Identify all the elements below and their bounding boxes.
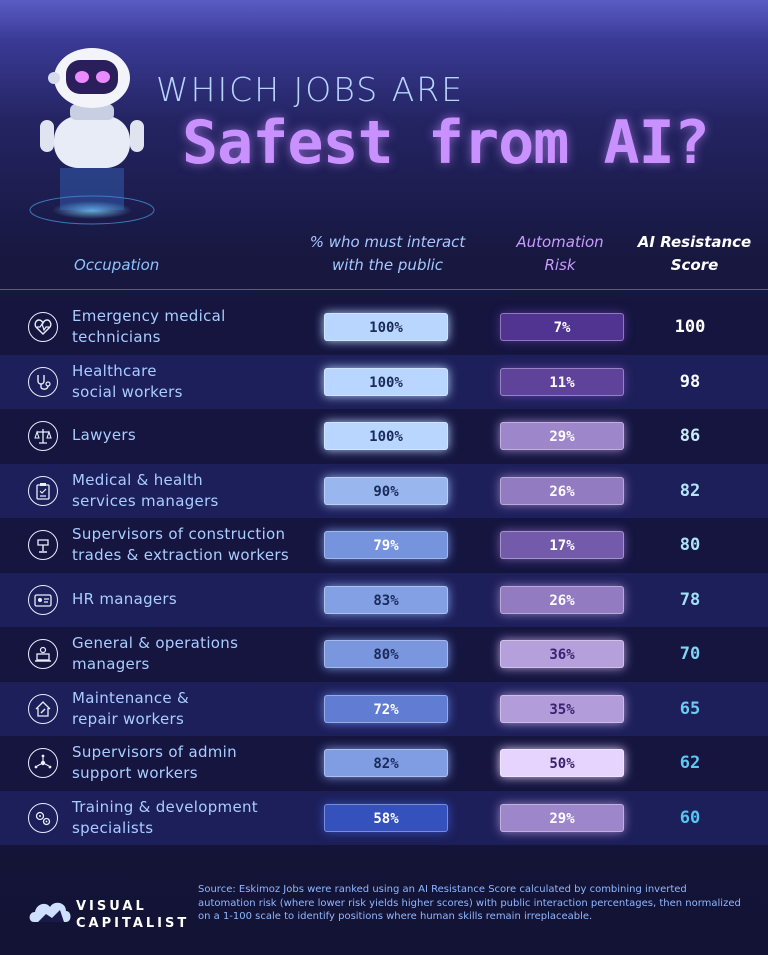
ai-resistance-score: 78 xyxy=(679,589,701,610)
automation-risk-value: 36% xyxy=(500,640,624,668)
automation-risk-value: 29% xyxy=(500,422,624,450)
automation-risk-value: 29% xyxy=(500,803,624,832)
occupation-line1: Medical & health xyxy=(72,470,203,489)
automation-risk-value: 50% xyxy=(500,749,624,777)
automation-risk-value: 7% xyxy=(500,313,624,341)
logo-line1: VISUAL xyxy=(76,899,147,914)
logo-line2: CAPITALIST xyxy=(76,916,190,931)
source-note: Source: Eskimoz Jobs were ranked using a… xyxy=(198,884,741,922)
automation-risk-value: 26% xyxy=(500,476,624,505)
occupation-line2: social workers xyxy=(72,382,183,401)
header-public-line1: % who must interact xyxy=(309,233,466,251)
table-row: Maintenance & repair workers 72% 35% 65 xyxy=(0,681,768,736)
header-score: AI Resistance Score xyxy=(632,231,757,277)
occupation-line2: support workers xyxy=(72,764,198,782)
occupation-line2: repair workers xyxy=(72,709,185,728)
occupation-label: Supervisors of admin support workers xyxy=(72,742,237,784)
public-interaction-value: 90% xyxy=(324,476,448,505)
occupation-line1: Supervisors of admin xyxy=(72,743,237,761)
header-occupation: Occupation xyxy=(74,256,160,274)
table-row: Training & development specialists 58% 29% 6… xyxy=(0,790,768,845)
public-interaction-value: 80% xyxy=(324,640,448,668)
public-interaction-value: 79% xyxy=(324,531,448,559)
drill-icon xyxy=(28,530,58,560)
ai-resistance-score: 62 xyxy=(679,753,701,773)
automation-risk-value: 26% xyxy=(500,585,624,614)
ai-resistance-score: 86 xyxy=(679,426,701,446)
occupation-label: Training & development specialists xyxy=(72,797,258,839)
stethoscope-icon xyxy=(28,366,58,397)
public-interaction-value: 100% xyxy=(324,313,448,341)
public-interaction-value: 100% xyxy=(324,422,448,450)
occupation-label: HR managers xyxy=(72,589,177,610)
occupation-line1: Healthcare xyxy=(72,361,157,380)
ai-resistance-score: 100 xyxy=(674,317,706,337)
occupation-label: Healthcare social workers xyxy=(72,361,183,403)
occupation-line1: Training & development xyxy=(72,797,258,816)
table-row: General & operations managers 80% 36% 70 xyxy=(0,627,768,681)
ai-resistance-score: 60 xyxy=(679,807,701,828)
automation-risk-value: 17% xyxy=(500,531,624,559)
occupation-line2: technicians xyxy=(72,328,161,346)
id-card-icon xyxy=(28,584,58,615)
ai-resistance-score: 70 xyxy=(679,644,701,664)
occupation-line1: Emergency medical xyxy=(72,307,226,325)
occupation-line1: HR managers xyxy=(72,589,178,608)
header-automation-line1: Automation xyxy=(516,233,604,251)
house-wrench-icon xyxy=(28,693,58,724)
occupation-line2: specialists xyxy=(72,818,154,837)
scales-icon xyxy=(28,421,58,451)
table-row: Lawyers 100% 29% 86 xyxy=(0,409,768,463)
table-row: Emergency medical technicians 100% 7% 100 xyxy=(0,300,768,354)
table-row: HR managers 83% 26% 78 xyxy=(0,572,768,627)
public-interaction-value: 58% xyxy=(324,803,448,832)
occupation-label: Lawyers xyxy=(72,425,136,446)
ai-resistance-score: 80 xyxy=(679,535,701,555)
logo-text: VISUAL CAPITALIST xyxy=(76,898,189,932)
ai-resistance-score: 98 xyxy=(679,371,701,392)
occupation-line2: managers xyxy=(72,655,150,673)
occupation-label: Supervisors of construction trades & extr… xyxy=(72,524,289,566)
table-row: Healthcare social workers 100% 11% 98 xyxy=(0,354,768,409)
table-row: Medical & health services managers 90% 26% 8… xyxy=(0,463,768,518)
header-automation-line2: Risk xyxy=(544,256,576,274)
network-icon xyxy=(28,748,58,778)
heart-pulse-icon xyxy=(28,312,58,342)
header-score-line1: AI Resistance xyxy=(637,233,752,251)
occupation-line2: services managers xyxy=(72,491,219,510)
occupation-label: Emergency medical technicians xyxy=(72,306,226,348)
occupation-label: Medical & health services managers xyxy=(72,470,219,512)
public-interaction-value: 72% xyxy=(324,694,448,723)
automation-risk-value: 11% xyxy=(500,367,624,396)
header-divider xyxy=(0,289,768,290)
public-interaction-value: 100% xyxy=(324,367,448,396)
automation-risk-value: 35% xyxy=(500,694,624,723)
header-public-line2: with the public xyxy=(331,256,444,274)
table-row: Supervisors of admin support workers 82% 50… xyxy=(0,736,768,790)
laptop-user-icon xyxy=(28,639,58,669)
occupation-line1: Supervisors of construction xyxy=(72,525,286,543)
occupation-label: Maintenance & repair workers xyxy=(72,688,189,730)
occupation-line2: trades & extraction workers xyxy=(72,546,289,564)
title-line1: WHICH JOBS ARE xyxy=(156,70,465,109)
public-interaction-value: 83% xyxy=(324,585,448,614)
occupation-line1: Lawyers xyxy=(72,426,137,444)
header-public: % who must interact with the public xyxy=(295,231,480,277)
visual-capitalist-logo-icon xyxy=(29,902,71,922)
clipboard-icon xyxy=(28,475,58,506)
ai-resistance-score: 65 xyxy=(679,698,701,719)
header-score-line2: Score xyxy=(670,256,719,274)
gears-icon xyxy=(28,802,58,833)
table-row: Supervisors of construction trades & extr… xyxy=(0,518,768,572)
ai-resistance-score: 82 xyxy=(679,480,701,501)
robot-illustration xyxy=(29,48,155,225)
occupation-line1: Maintenance & xyxy=(72,688,189,707)
public-interaction-value: 82% xyxy=(324,749,448,777)
header-automation: Automation Risk xyxy=(505,231,615,277)
occupation-line1: General & operations xyxy=(72,634,239,652)
occupation-label: General & operations managers xyxy=(72,633,238,675)
title-line2: Safest from AI? xyxy=(182,108,710,178)
